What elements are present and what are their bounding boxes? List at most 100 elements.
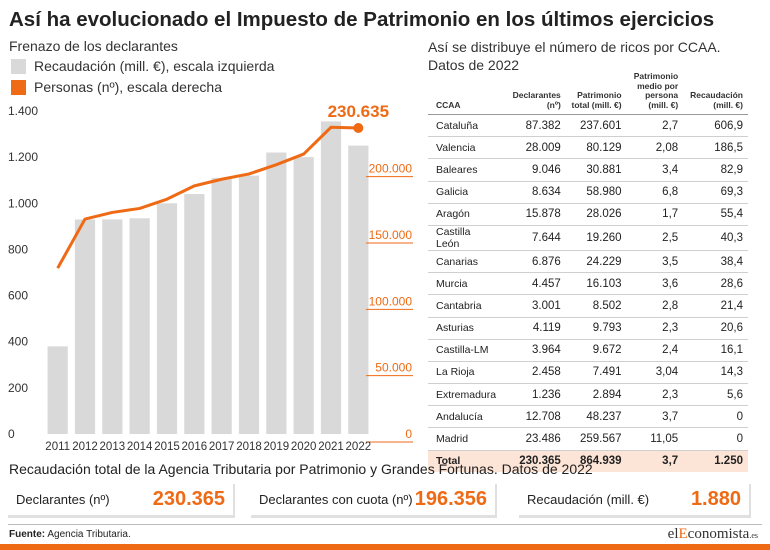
bar-2022 bbox=[348, 145, 369, 434]
table-cell: 3,7 bbox=[626, 450, 684, 472]
card-label: Declarantes con cuota (nº) bbox=[259, 492, 413, 507]
card-value: 1.880 bbox=[690, 488, 741, 510]
bar-2020 bbox=[293, 157, 314, 434]
x-tick-label: 2012 bbox=[72, 441, 98, 453]
table-cell: 3.964 bbox=[501, 339, 566, 362]
table-cell: 7.491 bbox=[565, 361, 627, 385]
table-row: Murcia 4.457 16.103 3,6 28,6 bbox=[428, 272, 748, 296]
card-value: 230.365 bbox=[152, 488, 225, 510]
card-declarantes-cuota: Declarantes con cuota (nº) 196.356 bbox=[251, 484, 497, 518]
table-cell: 38,4 bbox=[683, 250, 748, 274]
table-total-row: Total 230.365 864.939 3,7 1.250 bbox=[428, 450, 748, 472]
brand-prefix: el bbox=[667, 526, 679, 542]
left-tick-label: 0 bbox=[8, 427, 15, 441]
x-tick-label: 2014 bbox=[127, 441, 153, 453]
table-cell: Castilla-LM bbox=[428, 339, 502, 362]
table-cell: 4.119 bbox=[501, 317, 566, 340]
bar-2019 bbox=[266, 152, 287, 434]
bar-2014 bbox=[129, 218, 150, 434]
evolution-chart: 0 200 400 600 800 1.000 1.200 1.400 0 50.000 100.0… bbox=[8, 102, 413, 453]
brand-accent: E bbox=[678, 526, 688, 542]
right-tick-label: 0 bbox=[405, 427, 412, 441]
table-cell: 1,7 bbox=[626, 203, 684, 226]
table-cell: 21,4 bbox=[683, 294, 748, 318]
bar-2013 bbox=[102, 219, 123, 434]
table-cell: 6.876 bbox=[501, 250, 566, 274]
legend-bar-swatch bbox=[11, 58, 26, 74]
footer-divider bbox=[8, 524, 762, 525]
table-cell: 6,8 bbox=[626, 181, 684, 204]
source-text: Agencia Tributaria. bbox=[47, 529, 131, 540]
table-cell: 9.793 bbox=[565, 317, 627, 340]
table-cell: 259.567 bbox=[565, 427, 627, 451]
card-label: Recaudación (mill. €) bbox=[527, 492, 650, 507]
table-cell: 3,7 bbox=[626, 405, 684, 429]
right-tick-label: 50.000 bbox=[375, 361, 412, 375]
table-cell: 16,1 bbox=[683, 339, 748, 362]
table-cell: 0 bbox=[683, 427, 748, 451]
x-tick-label: 2021 bbox=[318, 441, 344, 453]
table-row: La Rioja 2.458 7.491 3,04 14,3 bbox=[428, 361, 748, 385]
table-cell: 2,3 bbox=[626, 317, 684, 340]
table-cell: 16.103 bbox=[565, 272, 627, 296]
table-cell: 11,05 bbox=[626, 427, 684, 451]
table-cell: 28.009 bbox=[501, 136, 566, 160]
table-cell: Madrid bbox=[428, 427, 502, 451]
table-row: Extremadura 1.236 2.894 2,3 5,6 bbox=[428, 383, 748, 407]
table-cell: 12.708 bbox=[501, 405, 566, 429]
table-cell: Asturias bbox=[428, 317, 502, 340]
x-tick-label: 2018 bbox=[236, 441, 262, 453]
table-cell: 2,4 bbox=[626, 339, 684, 362]
table-cell: 0 bbox=[683, 405, 748, 429]
summary-title: Recaudación total de la Agencia Tributar… bbox=[9, 461, 593, 477]
x-tick-label: 2017 bbox=[209, 441, 235, 453]
table-cell: 3,6 bbox=[626, 272, 684, 296]
table-row: Cataluña 87.382 237.601 2,7 606,9 bbox=[428, 114, 748, 138]
x-tick-label: 2015 bbox=[154, 441, 180, 453]
table-row: Madrid 23.486 259.567 11,05 0 bbox=[428, 427, 748, 451]
table-cell: 1.236 bbox=[501, 383, 566, 407]
table-header-cell: Recaudación (mill. €) bbox=[683, 66, 748, 115]
table-cell: 3,5 bbox=[626, 250, 684, 274]
table-cell: 23.486 bbox=[501, 427, 566, 451]
table-cell: 606,9 bbox=[683, 114, 748, 138]
table-row: Canarias 6.876 24.229 3,5 38,4 bbox=[428, 250, 748, 274]
table-header-row: CCAA Declarantes (nº) Patrimonio total (mi… bbox=[428, 66, 748, 115]
right-tick-label: 200.000 bbox=[369, 162, 413, 176]
table-cell: 2.894 bbox=[565, 383, 627, 407]
source-label: Fuente: bbox=[9, 529, 46, 540]
table-cell: 55,4 bbox=[683, 203, 748, 226]
chart-subtitle: Frenazo de los declarantes bbox=[9, 38, 178, 54]
table-cell: 19.260 bbox=[565, 225, 627, 251]
x-tick-label: 2011 bbox=[45, 441, 70, 453]
table-cell: 8.634 bbox=[501, 181, 566, 204]
table-row: Baleares 9.046 30.881 3,4 82,9 bbox=[428, 158, 748, 182]
table-cell: 3,4 bbox=[626, 158, 684, 182]
ccaa-table: CCAA Declarantes (nº) Patrimonio total (mi… bbox=[428, 66, 748, 472]
table-cell: 2,5 bbox=[626, 225, 684, 251]
table-cell: 7.644 bbox=[501, 225, 566, 251]
card-label: Declarantes (nº) bbox=[16, 492, 110, 507]
table-cell: 9.672 bbox=[565, 339, 627, 362]
x-tick-label: 2013 bbox=[100, 441, 126, 453]
table-cell: Andalucía bbox=[428, 405, 502, 429]
source-note: Fuente: Agencia Tributaria. bbox=[9, 529, 131, 540]
table-cell: Total bbox=[428, 450, 502, 472]
table-cell: Extremadura bbox=[428, 383, 502, 407]
table-header-cell: Declarantes (nº) bbox=[501, 66, 566, 115]
bar-2016 bbox=[184, 194, 205, 434]
table-cell: 186,5 bbox=[683, 136, 748, 160]
table-row: Aragón 15.878 28.026 1,7 55,4 bbox=[428, 203, 748, 226]
brand-suffix: .es bbox=[749, 531, 758, 540]
table-cell: Canarias bbox=[428, 250, 502, 274]
table-row: Galicia 8.634 58.980 6,8 69,3 bbox=[428, 181, 748, 204]
table-cell: 2,8 bbox=[626, 294, 684, 318]
table-header-cell: Patrimonio medio por persona (mill. €) bbox=[626, 66, 684, 115]
table-cell: 2,08 bbox=[626, 136, 684, 160]
x-tick-label: 2022 bbox=[346, 441, 372, 453]
left-tick-label: 400 bbox=[8, 335, 28, 349]
table-cell: 2.458 bbox=[501, 361, 566, 385]
bar-2018 bbox=[238, 175, 260, 434]
table-cell: 230.365 bbox=[501, 450, 566, 472]
annotation-marker bbox=[353, 123, 364, 133]
